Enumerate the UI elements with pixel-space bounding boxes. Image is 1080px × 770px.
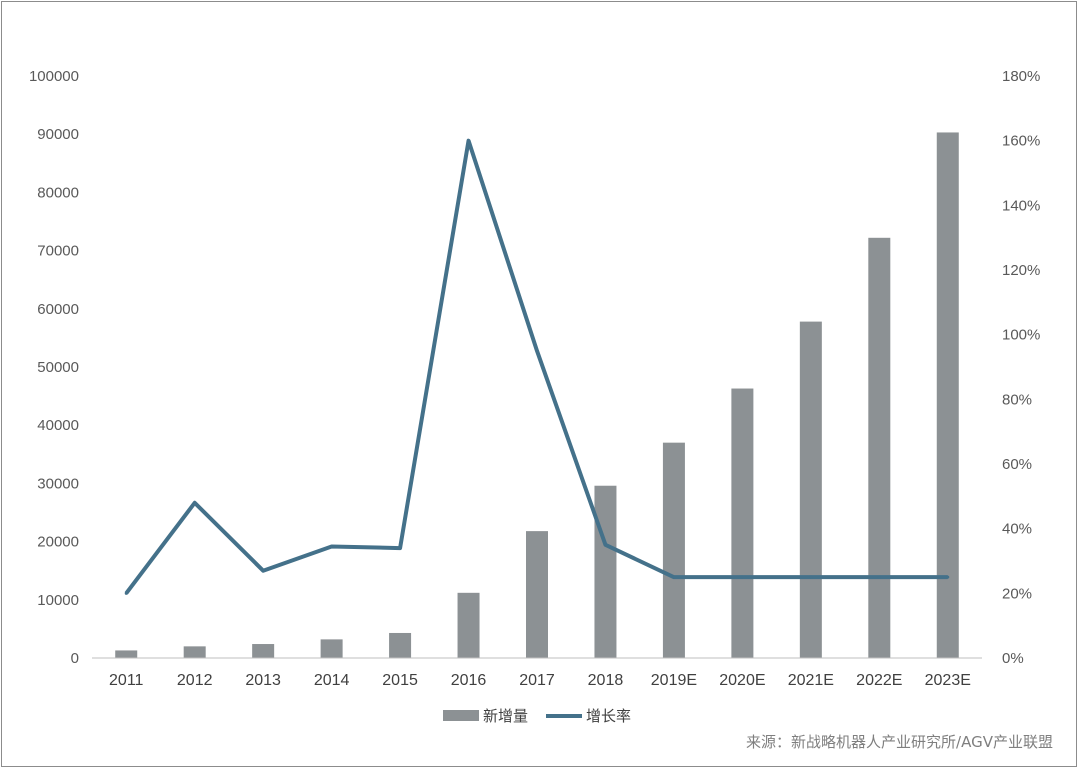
line-point xyxy=(740,575,744,579)
source-note: 来源：新战略机器人产业研究所/AGV产业联盟 xyxy=(746,733,1053,751)
right-axis-tick-label: 100% xyxy=(1002,327,1040,344)
bar xyxy=(868,237,891,658)
bar xyxy=(457,592,480,658)
line-point xyxy=(124,591,128,595)
bar xyxy=(662,442,685,658)
left-axis-tick-label: 90000 xyxy=(37,126,79,143)
x-axis-tick-label: 2014 xyxy=(314,672,350,689)
x-axis-tick-label: 2017 xyxy=(519,672,555,689)
x-axis-tick-label: 2016 xyxy=(451,672,487,689)
x-axis-tick-label: 2022E xyxy=(856,672,902,689)
bar xyxy=(183,646,206,658)
line-point xyxy=(535,349,539,353)
x-axis-ticks: 2011 2012 2013 2014 2015 2016 2017 2018 2019E 202… xyxy=(109,672,971,689)
x-axis-tick-label: 2015 xyxy=(382,672,418,689)
left-axis-tick-label: 70000 xyxy=(37,243,79,260)
left-axis-tick-label: 60000 xyxy=(37,301,79,318)
x-axis-tick-label: 2018 xyxy=(588,672,624,689)
line-point xyxy=(672,575,676,579)
line-point xyxy=(946,575,950,579)
left-axis-tick-label: 0 xyxy=(71,650,79,667)
right-axis-ticks: 0% 20% 40% 60% 80% 100% 120% 140% 160% 180% xyxy=(1002,68,1040,667)
legend-label-line: 增长率 xyxy=(586,708,631,725)
line-point xyxy=(467,139,471,143)
left-axis-tick-label: 10000 xyxy=(37,592,79,609)
right-axis-tick-label: 160% xyxy=(1002,133,1040,150)
bar xyxy=(115,650,138,658)
right-axis-tick-label: 80% xyxy=(1002,391,1032,408)
legend-swatch-bar xyxy=(443,710,479,721)
x-axis-tick-label: 2021E xyxy=(788,672,834,689)
bar-series xyxy=(115,132,959,659)
right-axis-tick-label: 140% xyxy=(1002,197,1040,214)
right-axis-tick-label: 180% xyxy=(1002,68,1040,85)
x-axis-tick-label: 2011 xyxy=(109,672,144,689)
x-axis-tick-label: 2020E xyxy=(719,672,765,689)
line-point xyxy=(398,546,402,550)
x-axis-tick-label: 2012 xyxy=(177,672,213,689)
line-point xyxy=(603,543,607,547)
line-series xyxy=(124,138,950,595)
legend-label-bar: 新增量 xyxy=(483,708,528,725)
line-point xyxy=(877,575,881,579)
left-axis-tick-label: 50000 xyxy=(37,359,79,376)
right-axis-tick-label: 60% xyxy=(1002,456,1032,473)
line-point xyxy=(193,501,197,505)
x-axis-tick-label: 2019E xyxy=(651,672,697,689)
bar xyxy=(594,485,617,658)
x-axis-tick-label: 2023E xyxy=(925,672,971,689)
left-axis-tick-label: 20000 xyxy=(37,534,79,551)
x-axis-tick-label: 2013 xyxy=(245,672,281,689)
line-point xyxy=(330,544,334,548)
left-axis-tick-label: 80000 xyxy=(37,184,79,201)
right-axis-tick-label: 120% xyxy=(1002,262,1040,279)
bar xyxy=(320,639,343,658)
bar xyxy=(526,531,548,658)
bar xyxy=(936,132,959,659)
left-axis-tick-label: 100000 xyxy=(29,68,79,85)
right-axis-tick-label: 20% xyxy=(1002,585,1032,602)
bar xyxy=(799,321,822,658)
bar xyxy=(252,644,275,658)
growth-rate-line xyxy=(124,138,948,595)
right-axis-tick-label: 0% xyxy=(1002,650,1024,667)
line-point xyxy=(261,569,265,573)
bar xyxy=(389,632,412,658)
line-point xyxy=(809,575,813,579)
bar xyxy=(731,388,754,658)
right-axis-tick-label: 40% xyxy=(1002,521,1032,538)
legend: 新增量 增长率 xyxy=(443,708,631,725)
left-axis-tick-label: 30000 xyxy=(37,475,79,492)
left-axis-tick-label: 40000 xyxy=(37,417,79,434)
left-axis-ticks: 0 10000 20000 30000 40000 50000 60000 70000 8000… xyxy=(29,68,79,667)
